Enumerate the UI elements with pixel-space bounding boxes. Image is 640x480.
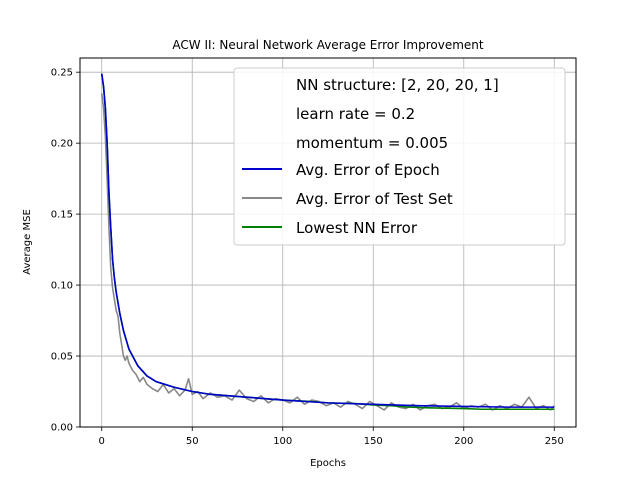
y-tick-label: 0.05 (51, 352, 73, 363)
y-tick-label: 0.00 (51, 423, 73, 434)
series-layer (100, 73, 555, 411)
legend-info-momentum: momentum = 0.005 (296, 134, 448, 152)
legend-info-structure: NN structure: [2, 20, 20, 1] (296, 76, 499, 94)
x-tick-label: 50 (186, 436, 199, 447)
y-axis-label: Average MSE (22, 209, 33, 275)
legend-info-learn-rate: learn rate = 0.2 (296, 105, 415, 123)
legend-box (233, 67, 566, 246)
chart-title: ACW II: Neural Network Average Error Imp… (172, 38, 483, 52)
y-tick-label: 0.15 (51, 210, 73, 221)
y-tick-label: 0.25 (51, 68, 73, 79)
plot-frame (79, 57, 577, 428)
x-tick-label: 200 (454, 436, 473, 447)
y-tick-label: 0.20 (51, 139, 73, 150)
x-tick-label: 0 (99, 436, 105, 447)
x-tick-label: 100 (273, 436, 292, 447)
legend-label-lowest: Lowest NN Error (296, 219, 418, 237)
series-line-epoch (100, 73, 555, 408)
x-tick-label: 150 (364, 436, 383, 447)
legend-label-test-set: Avg. Error of Test Set (296, 190, 453, 208)
y-tick-label: 0.10 (51, 281, 73, 292)
legend: NN structure: [2, 20, 20, 1] learn rate … (233, 67, 566, 246)
x-axis-label: Epochs (310, 458, 346, 469)
legend-label-epoch: Avg. Error of Epoch (296, 161, 440, 179)
ticks: 0 50 100 150 200 250 0.00 0.05 0.10 0.15 0.20 0.25 (51, 68, 564, 447)
x-tick-label: 250 (545, 436, 564, 447)
